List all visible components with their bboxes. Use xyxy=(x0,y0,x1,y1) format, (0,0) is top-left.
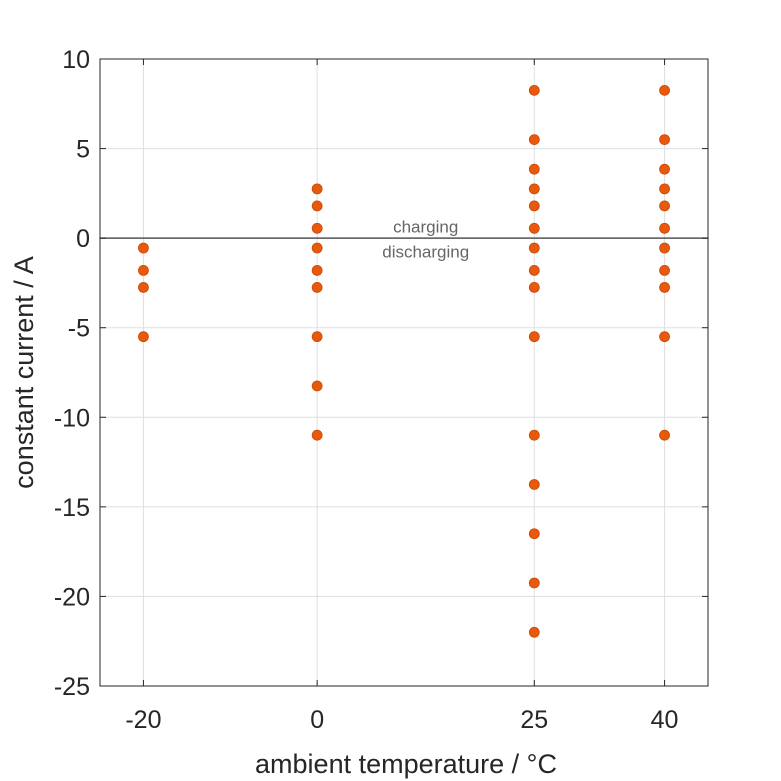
grid xyxy=(100,58,708,687)
x-tick-label: -20 xyxy=(125,706,161,734)
discharging-annotation: discharging xyxy=(382,243,469,262)
data-point xyxy=(659,163,670,175)
data-point xyxy=(528,264,540,276)
data-point xyxy=(659,200,670,212)
data-point xyxy=(311,200,323,212)
data-point xyxy=(528,163,540,175)
data-point xyxy=(528,134,540,146)
y-tick-label: 5 xyxy=(76,136,90,164)
data-point xyxy=(528,242,540,254)
data-point xyxy=(528,222,540,234)
data-point xyxy=(311,183,323,195)
data-point xyxy=(528,200,540,212)
data-point xyxy=(311,264,323,276)
data-point xyxy=(659,331,670,343)
data-point xyxy=(138,282,149,293)
plot-frame xyxy=(99,58,709,687)
data-point xyxy=(528,429,540,441)
y-tick-label: -10 xyxy=(54,404,90,432)
x-tick-label: 40 xyxy=(651,706,679,734)
data-point xyxy=(311,222,323,234)
annotations: charging discharging xyxy=(382,217,469,261)
data-point xyxy=(659,183,670,195)
y-tick-label: -5 xyxy=(68,315,90,343)
data-point xyxy=(528,84,540,96)
data-point xyxy=(659,282,670,293)
x-tick-label: 25 xyxy=(520,706,548,734)
data-point xyxy=(311,429,323,441)
data-point xyxy=(311,380,323,392)
data-point xyxy=(528,183,540,195)
data-point xyxy=(138,331,149,343)
y-tick-label: -25 xyxy=(54,673,90,701)
data-point xyxy=(528,331,540,343)
charging-annotation: charging xyxy=(393,217,458,236)
data-points xyxy=(138,84,670,638)
y-tick-label: -20 xyxy=(54,583,90,611)
data-point xyxy=(311,282,323,293)
data-point xyxy=(659,242,670,254)
data-point xyxy=(138,242,149,254)
data-point xyxy=(659,222,670,234)
data-point xyxy=(659,264,670,276)
y-tick-label: 0 xyxy=(76,225,90,253)
data-point xyxy=(659,84,670,96)
data-point xyxy=(528,528,540,540)
data-point xyxy=(311,331,323,343)
y-axis-label: constant current / A xyxy=(9,256,39,489)
x-tick-label: 0 xyxy=(310,706,324,734)
axis-ticks: -20 0 25 40 10 5 0 -5 -10 -15 -20 -25 xyxy=(54,46,708,734)
data-point xyxy=(138,264,149,276)
data-point xyxy=(311,242,323,254)
data-point xyxy=(659,429,670,441)
data-point xyxy=(528,282,540,293)
y-tick-label: 10 xyxy=(62,46,90,74)
data-point xyxy=(528,479,540,490)
data-point xyxy=(659,134,670,146)
x-axis-label: ambient temperature / °C xyxy=(255,749,557,779)
y-tick-label: -15 xyxy=(54,494,90,522)
data-point xyxy=(528,577,540,589)
data-point xyxy=(528,626,540,638)
